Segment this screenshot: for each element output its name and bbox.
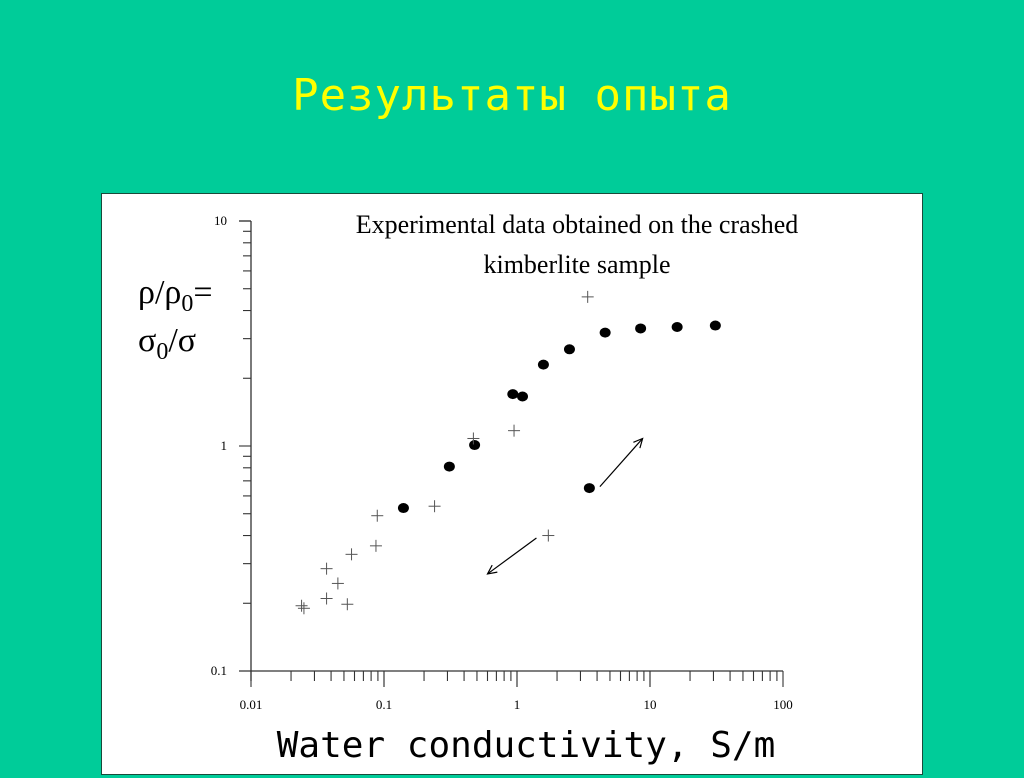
circle-marker (537, 359, 549, 370)
y-axis-label-line-1: ρ/ρ0= (138, 274, 213, 317)
circle-marker (443, 461, 455, 472)
x-axis-label: Water conductivity, S/m (277, 725, 776, 766)
chart-title-line-2: kimberlite sample (483, 250, 670, 279)
axis-ticks: 0.01 0.1 1 10 100 0.1 1 10 (211, 213, 793, 712)
data-points (295, 290, 721, 615)
annotation-arrows (486, 437, 644, 575)
circle-marker (635, 323, 647, 334)
circle-marker (397, 503, 409, 514)
plus-marker (371, 509, 384, 522)
plus-marker (428, 500, 441, 513)
arrow-icon (486, 537, 537, 575)
x-tick-label: 100 (773, 697, 793, 712)
y-axis-label-line-2: σ0/σ (138, 322, 196, 365)
axes (239, 220, 783, 681)
x-tick-label: 1 (514, 697, 521, 712)
plus-marker (369, 539, 382, 552)
circle-marker (671, 321, 683, 332)
plus-marker (295, 599, 308, 612)
circle-marker (599, 327, 611, 338)
plus-marker (467, 432, 480, 445)
circle-marker (507, 389, 519, 400)
plus-marker (341, 598, 354, 611)
circle-marker (563, 344, 575, 355)
chart-title-line-1: Experimental data obtained on the crashe… (356, 210, 799, 239)
circle-marker (583, 483, 595, 494)
slide-title: Результаты опыта (292, 70, 732, 121)
plus-marker (508, 424, 521, 437)
y-tick-label: 1 (221, 438, 228, 453)
plus-marker (542, 529, 555, 542)
x-tick-label: 0.01 (240, 697, 263, 712)
arrow-icon (599, 437, 644, 488)
y-tick-label: 0.1 (211, 663, 227, 678)
x-tick-label: 10 (644, 697, 657, 712)
circle-marker (709, 320, 721, 331)
circle-marker (517, 391, 529, 402)
plus-marker (320, 562, 333, 575)
scatter-chart: 0.01 0.1 1 10 100 0.1 1 10 Experimental data ob… (138, 210, 799, 766)
x-tick-label: 0.1 (376, 697, 392, 712)
plus-marker (297, 602, 310, 615)
circle-marker (469, 440, 481, 451)
plus-marker (345, 548, 358, 561)
plus-marker (581, 290, 594, 303)
plus-marker (331, 577, 344, 590)
y-tick-label: 10 (214, 213, 227, 228)
chart-panel: 0.01 0.1 1 10 100 0.1 1 10 Experimental data ob… (101, 193, 923, 775)
plus-marker (320, 592, 333, 605)
